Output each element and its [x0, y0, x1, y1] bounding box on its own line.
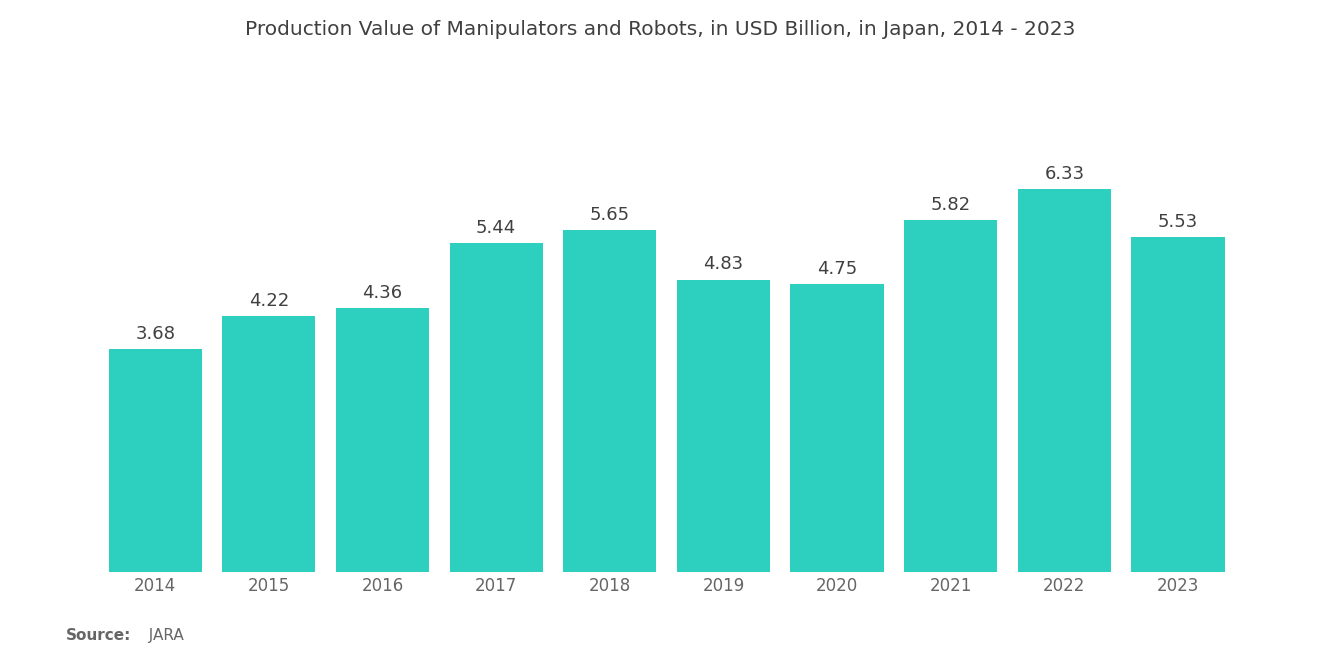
- Bar: [335, 308, 429, 572]
- Text: 4.75: 4.75: [817, 260, 857, 279]
- Text: 4.22: 4.22: [248, 293, 289, 311]
- Text: JARA: JARA: [139, 628, 183, 643]
- Text: 4.36: 4.36: [363, 284, 403, 302]
- Bar: [450, 243, 543, 572]
- Bar: [1131, 237, 1225, 572]
- Text: 5.65: 5.65: [590, 206, 630, 224]
- Bar: [791, 285, 883, 572]
- Bar: [564, 230, 656, 572]
- Bar: [108, 349, 202, 572]
- Text: 5.44: 5.44: [477, 219, 516, 237]
- Text: Source:: Source:: [66, 628, 132, 643]
- Bar: [904, 219, 998, 572]
- Text: 5.53: 5.53: [1158, 213, 1199, 231]
- Bar: [677, 279, 770, 572]
- Text: 3.68: 3.68: [135, 325, 176, 343]
- Text: 6.33: 6.33: [1044, 165, 1085, 183]
- Bar: [1018, 189, 1111, 572]
- Text: 4.83: 4.83: [704, 255, 743, 273]
- Bar: [222, 317, 315, 572]
- Text: 5.82: 5.82: [931, 196, 970, 213]
- Text: Production Value of Manipulators and Robots, in USD Billion, in Japan, 2014 - 20: Production Value of Manipulators and Rob…: [244, 20, 1076, 39]
